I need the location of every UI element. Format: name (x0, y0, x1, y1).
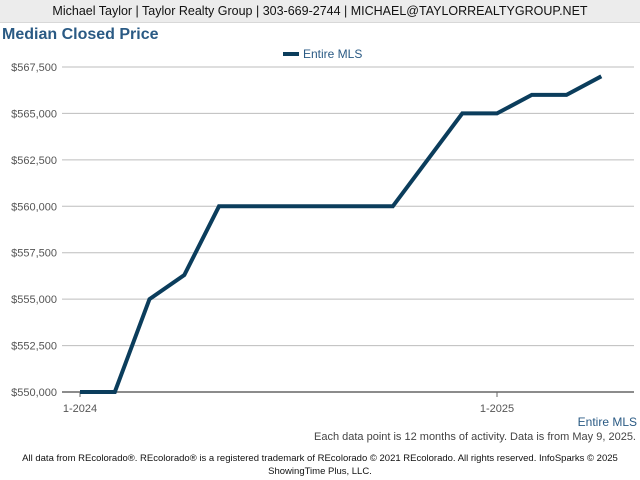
data-credit: All data from REcolorado®. REcolorado® i… (0, 452, 640, 478)
series-line-entire-mls (80, 74, 603, 394)
agent-contact-line: Michael Taylor | Taylor Realty Group | 3… (52, 4, 588, 18)
y-tick-label: $550,000 (11, 387, 57, 399)
chart-title: Median Closed Price (2, 26, 159, 43)
y-tick-label: $562,500 (11, 155, 57, 167)
credit-line-2: ShowingTime Plus, LLC. (268, 466, 372, 477)
legend-label: Entire MLS (303, 47, 362, 61)
line-chart: $550,000 $552,500 $555,000 $557,500 $560,000… (11, 47, 637, 429)
y-tick-label: $552,500 (11, 341, 57, 353)
y-tick-label: $555,000 (11, 294, 57, 306)
y-tick-label: $565,000 (11, 108, 57, 120)
chart-footnote: Each data point is 12 months of activity… (313, 431, 636, 443)
credit-line-1: All data from REcolorado®. REcolorado® i… (22, 453, 618, 464)
y-tick-label: $560,000 (11, 201, 57, 213)
x-tick-label: 1-2025 (480, 403, 514, 415)
y-tick-label: $567,500 (11, 62, 57, 74)
series-end-label: Entire MLS (578, 415, 637, 429)
y-tick-label: $557,500 (11, 248, 57, 260)
agent-header-bar: Michael Taylor | Taylor Realty Group | 3… (0, 0, 640, 23)
x-tick-label: 1-2024 (63, 403, 97, 415)
